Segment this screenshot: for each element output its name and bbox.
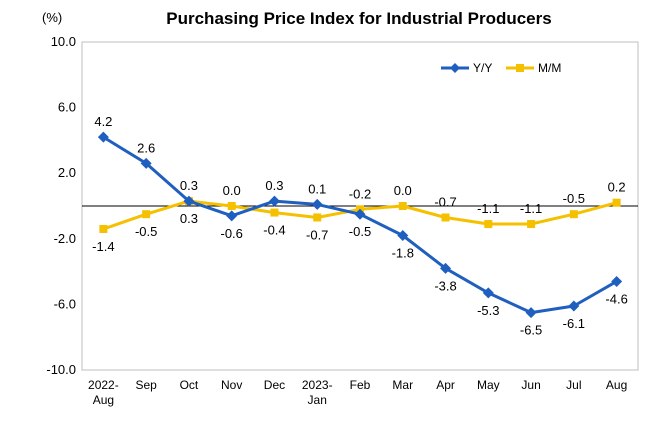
axes: 10.0 6.0 2.0 -2.0 -6.0 -10.0 2022-Aug Sep Oct Nov…: [46, 34, 638, 407]
yy-data-label: -1.8: [392, 246, 414, 261]
legend-item-mm: M/M: [506, 61, 561, 75]
yy-data-label: -6.5: [520, 323, 542, 338]
yy-data-label: -3.8: [434, 278, 456, 293]
mm-point-marker: [99, 224, 108, 233]
yy-data-label: 0.1: [308, 181, 326, 196]
y-tick-label: 2.0: [58, 165, 76, 180]
mm-data-label: -1.1: [520, 201, 542, 216]
mm-point-marker: [527, 220, 536, 229]
chart-title: Purchasing Price Index for Industrial Pr…: [166, 9, 551, 28]
legend: Y/Y M/M: [441, 61, 561, 75]
data-labels: -1.4 -0.5 0.3 0.0 -0.4 -0.7 -0.2 0.0 -0.7 -1.1 -1.…: [92, 114, 628, 337]
y-tick-label: -10.0: [46, 362, 76, 377]
yy-point-marker: [183, 195, 195, 207]
yy-point-marker: [440, 262, 452, 274]
mm-point-marker: [270, 208, 279, 217]
yy-point-marker: [226, 210, 238, 222]
mm-data-label: -0.5: [563, 191, 585, 206]
mm-point-marker: [484, 220, 493, 229]
svg-text:Y/Y: Y/Y: [473, 61, 492, 75]
yy-point-marker: [397, 230, 409, 242]
yy-data-label: -0.6: [220, 226, 242, 241]
yy-point-marker: [611, 275, 623, 287]
mm-point-marker: [441, 213, 450, 222]
x-tick-label: Jul: [566, 378, 581, 392]
mm-point-marker: [398, 202, 407, 210]
yy-point-marker: [525, 307, 537, 319]
yy-data-label: 4.2: [94, 114, 112, 129]
yy-data-label: 2.6: [137, 140, 155, 155]
x-tick-label: 2023-Jan: [302, 378, 333, 407]
mm-data-label: -0.7: [306, 227, 328, 242]
mm-data-label: -0.4: [263, 223, 285, 238]
mm-data-label: 0.3: [180, 178, 198, 193]
y-tick-label: 10.0: [51, 34, 76, 49]
mm-data-label: -1.1: [477, 201, 499, 216]
x-tick-label: 2022-Aug: [88, 378, 119, 407]
x-tick-label: Nov: [221, 378, 242, 392]
x-tick-label: Mar: [392, 378, 413, 392]
mm-data-label: -0.7: [434, 194, 456, 209]
x-tick-label: Jun: [521, 378, 540, 392]
y-tick-label: -6.0: [54, 296, 76, 311]
yy-point-marker: [354, 208, 366, 220]
mm-data-label: -0.2: [349, 186, 371, 201]
yy-point-marker: [568, 300, 580, 312]
y-unit-label: (%): [42, 10, 62, 25]
x-tick-label: Feb: [350, 378, 371, 392]
yy-data-label: 0.3: [265, 178, 283, 193]
mm-point-marker: [569, 210, 578, 219]
yy-point-marker: [311, 198, 323, 210]
yy-data-label: -4.6: [605, 291, 627, 306]
x-tick-label: Aug: [606, 378, 627, 392]
mm-data-label: 0.0: [223, 183, 241, 198]
y-tick-label: -2.0: [54, 231, 76, 246]
yy-data-label: 0.3: [180, 211, 198, 226]
mm-point-marker: [142, 210, 151, 219]
mm-data-label: 0.2: [608, 180, 626, 195]
mm-data-label: 0.0: [394, 183, 412, 198]
x-tick-label: Dec: [264, 378, 285, 392]
mm-point-marker: [227, 202, 236, 210]
mm-point-marker: [612, 198, 621, 207]
y-tick-label: 6.0: [58, 100, 76, 115]
legend-item-yy: Y/Y: [441, 61, 492, 75]
series-group: [97, 131, 623, 319]
x-tick-label: Sep: [135, 378, 157, 392]
yy-point-marker: [97, 131, 109, 143]
mm-point-marker: [313, 213, 322, 222]
yy-point-marker: [482, 287, 494, 299]
yy-data-label: -6.1: [563, 316, 585, 331]
yy-point-marker: [268, 195, 280, 207]
x-tick-label: Apr: [436, 378, 455, 392]
mm-data-label: -0.5: [135, 224, 157, 239]
x-tick-label: May: [477, 378, 500, 392]
x-tick-label: Oct: [180, 378, 199, 392]
yy-data-label: -5.3: [477, 303, 499, 318]
yy-data-label: -0.5: [349, 224, 371, 239]
svg-text:M/M: M/M: [538, 61, 561, 75]
yy-point-marker: [140, 157, 152, 169]
mm-data-label: -1.4: [92, 239, 114, 254]
